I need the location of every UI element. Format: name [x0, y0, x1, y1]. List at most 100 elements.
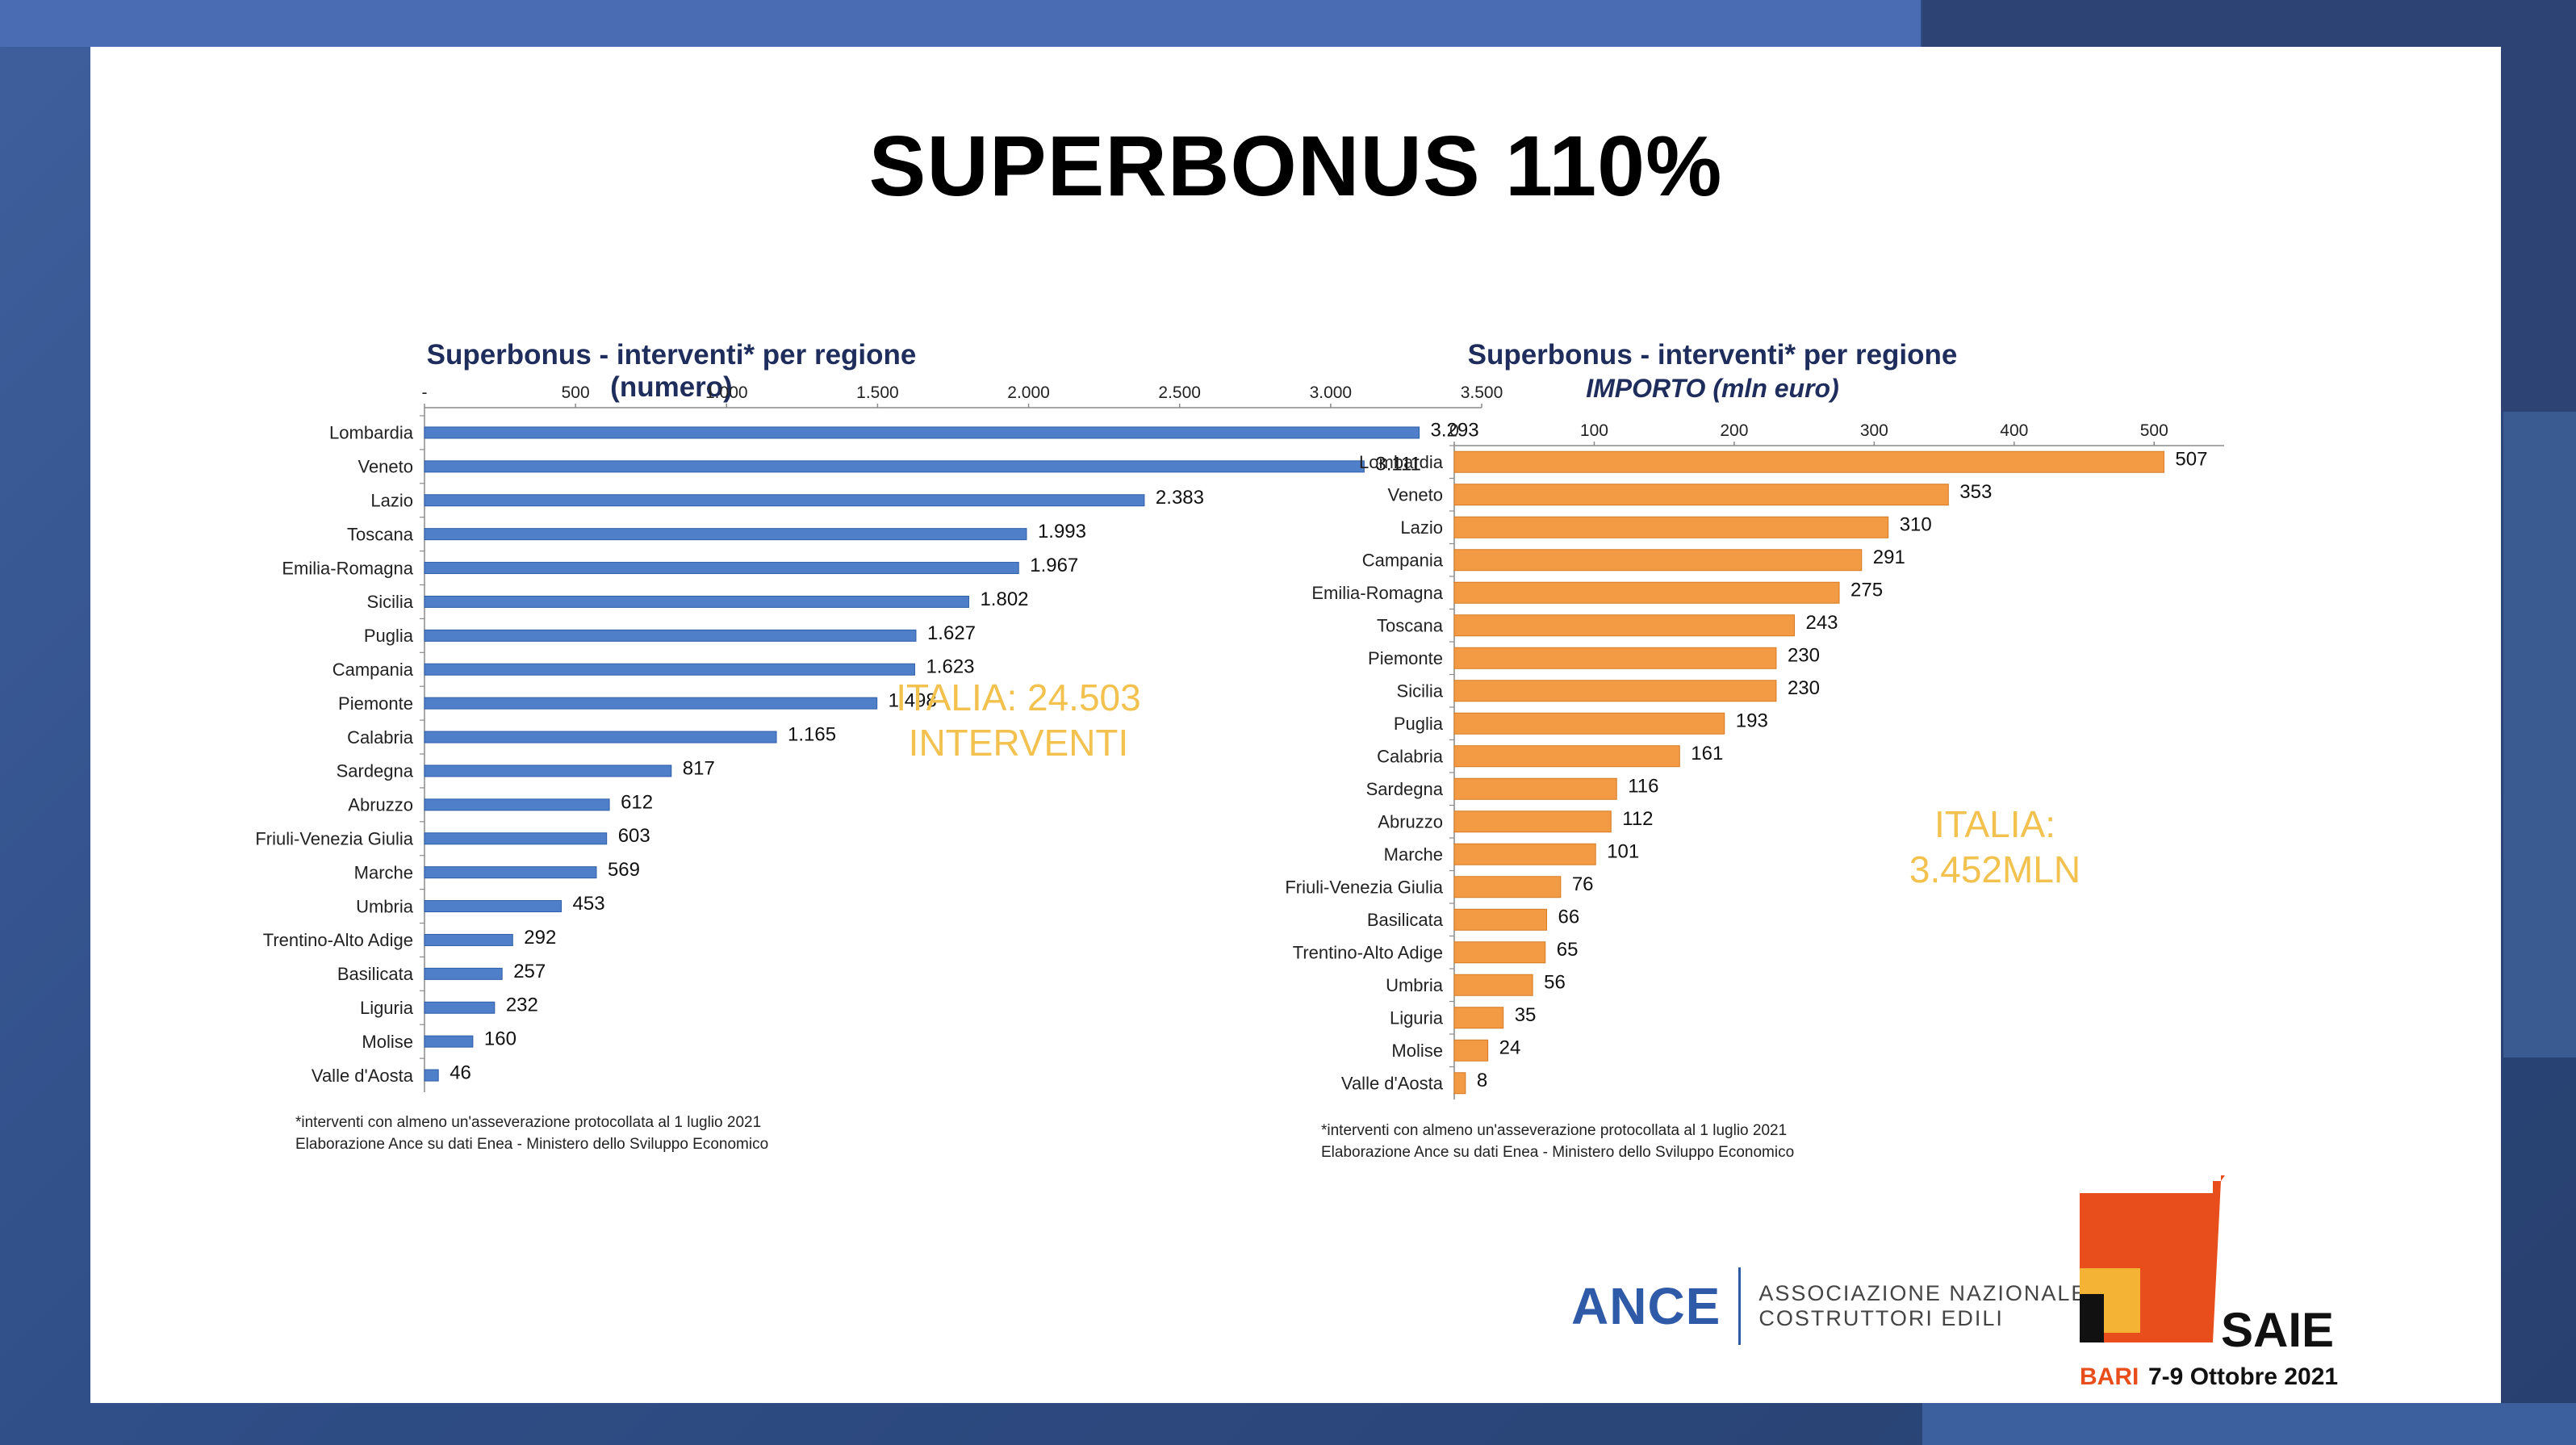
- right-category-label: Puglia: [1394, 714, 1444, 734]
- left-italia-total: ITALIA: 24.503 INTERVENTI: [857, 675, 1180, 765]
- right-value-label: 66: [1558, 907, 1579, 928]
- right-bar: [1453, 876, 1562, 898]
- left-category-label: Calabria: [347, 727, 414, 748]
- right-x-tick-label: 400: [2000, 421, 2028, 440]
- left-bar: [424, 900, 562, 913]
- left-x-tick-label: 2.000: [1007, 383, 1050, 402]
- right-value-label: 230: [1788, 677, 1820, 699]
- left-bar: [424, 494, 1145, 507]
- right-bar: [1453, 745, 1680, 768]
- left-note-line2: Elaborazione Ance su dati Enea - Ministe…: [295, 1135, 769, 1153]
- left-category-label: Campania: [332, 660, 414, 680]
- left-x-tick-label: 2.500: [1158, 383, 1201, 402]
- right-category-label: Valle d'Aosta: [1341, 1073, 1444, 1093]
- left-bar: [424, 866, 597, 879]
- left-category-label: Liguria: [360, 998, 414, 1018]
- left-italia-line2: INTERVENTI: [908, 722, 1129, 764]
- right-value-label: 161: [1691, 743, 1723, 764]
- ance-subtitle: ASSOCIAZIONE NAZIONALE COSTRUTTORI EDILI: [1758, 1281, 2087, 1331]
- right-value-label: 8: [1477, 1070, 1487, 1091]
- background-band-right-lower: [2503, 412, 2576, 1058]
- left-bar: [424, 967, 503, 980]
- left-bar: [424, 933, 513, 946]
- right-value-label: 243: [1805, 612, 1838, 634]
- right-bar: [1453, 614, 1795, 637]
- left-category-label: Abruzzo: [348, 795, 413, 815]
- left-bar: [424, 731, 777, 743]
- right-bar: [1453, 1039, 1489, 1062]
- right-value-label: 24: [1499, 1037, 1521, 1059]
- right-category-label: Friuli-Venezia Giulia: [1285, 877, 1443, 897]
- right-value-label: 310: [1900, 514, 1932, 536]
- saie-logo-black-block: [2080, 1294, 2104, 1342]
- left-chart-note: *interventi con almeno un'asseverazione …: [295, 1112, 768, 1155]
- left-value-label: 603: [618, 825, 650, 847]
- left-category-label: Veneto: [358, 457, 413, 477]
- right-value-label: 507: [2175, 449, 2207, 471]
- left-value-label: 817: [683, 757, 715, 779]
- right-bar: [1453, 680, 1777, 702]
- right-category-label: Campania: [1362, 550, 1444, 570]
- right-bar: [1453, 484, 1949, 506]
- left-bar: [424, 1001, 496, 1014]
- left-value-label: 292: [524, 927, 556, 949]
- right-value-label: 112: [1622, 808, 1653, 830]
- right-category-label: Lazio: [1400, 517, 1443, 538]
- left-bar: [424, 1035, 474, 1048]
- left-category-label: Trentino-Alto Adige: [263, 930, 413, 950]
- left-value-label: 46: [450, 1062, 471, 1083]
- left-bar: [424, 629, 917, 642]
- right-category-label: Basilicata: [1367, 910, 1444, 930]
- ance-wordmark: ANCE: [1571, 1277, 1721, 1335]
- left-value-label: 569: [608, 859, 640, 881]
- right-bar: [1453, 712, 1725, 735]
- left-category-label: Puglia: [364, 626, 414, 646]
- left-bar: [424, 697, 878, 710]
- right-bar: [1453, 810, 1612, 833]
- right-category-label: Emilia-Romagna: [1311, 583, 1443, 603]
- right-bar: [1453, 843, 1596, 865]
- left-value-label: 232: [506, 995, 538, 1016]
- right-note-line1: *interventi con almeno un'asseverazione …: [1321, 1122, 1788, 1139]
- left-category-label: Lombardia: [329, 423, 414, 443]
- right-italia-total: ITALIA: 3.452MLN: [1866, 802, 2124, 892]
- slide-title: SUPERBONUS 110%: [868, 119, 1723, 214]
- left-bar: [424, 832, 608, 845]
- left-bar: [424, 663, 915, 676]
- right-value-label: 116: [1628, 776, 1658, 798]
- left-bar: [424, 562, 1019, 575]
- left-value-label: 1.967: [1030, 555, 1078, 576]
- left-category-label: Emilia-Romagna: [282, 558, 413, 578]
- right-value-label: 56: [1544, 972, 1566, 994]
- right-chart-note: *interventi con almeno un'asseverazione …: [1321, 1120, 1794, 1163]
- left-bar: [424, 426, 1420, 439]
- right-note-line2: Elaborazione Ance su dati Enea - Ministe…: [1321, 1143, 1795, 1161]
- left-note-line1: *interventi con almeno un'asseverazione …: [295, 1114, 762, 1131]
- right-category-label: Trentino-Alto Adige: [1293, 942, 1443, 962]
- left-value-label: 612: [621, 791, 653, 813]
- left-bar: [424, 1069, 439, 1082]
- right-category-label: Lombardia: [1359, 452, 1444, 472]
- right-value-label: 291: [1873, 547, 1905, 568]
- left-category-label: Basilicata: [337, 964, 414, 984]
- saie-wordmark: SAIE: [2221, 1303, 2334, 1357]
- saie-logo: SAIE BARI 7-9 Ottobre 2021: [2080, 1175, 2338, 1390]
- left-category-label: Marche: [354, 862, 413, 882]
- right-value-label: 230: [1788, 645, 1820, 667]
- left-italia-line1: ITALIA: 24.503: [896, 676, 1141, 718]
- saie-logo-tip: [2221, 1175, 2225, 1181]
- right-chart-title: Superbonus - interventi* per regione: [1467, 339, 1958, 371]
- right-value-label: 65: [1557, 939, 1579, 961]
- right-x-tick-label: 0: [1449, 421, 1459, 440]
- right-category-label: Sicilia: [1397, 681, 1444, 701]
- left-category-label: Valle d'Aosta: [312, 1066, 414, 1086]
- slide-panel: SUPERBONUS 110% Superbonus - interventi*…: [90, 47, 2501, 1403]
- right-category-label: Marche: [1384, 844, 1443, 865]
- right-category-label: Veneto: [1387, 484, 1443, 505]
- right-bar: [1453, 908, 1547, 931]
- right-category-label: Piemonte: [1368, 648, 1443, 668]
- left-bar: [424, 460, 1365, 473]
- left-bar: [424, 595, 969, 608]
- right-bar: [1453, 581, 1840, 604]
- right-category-label: Sardegna: [1366, 779, 1444, 799]
